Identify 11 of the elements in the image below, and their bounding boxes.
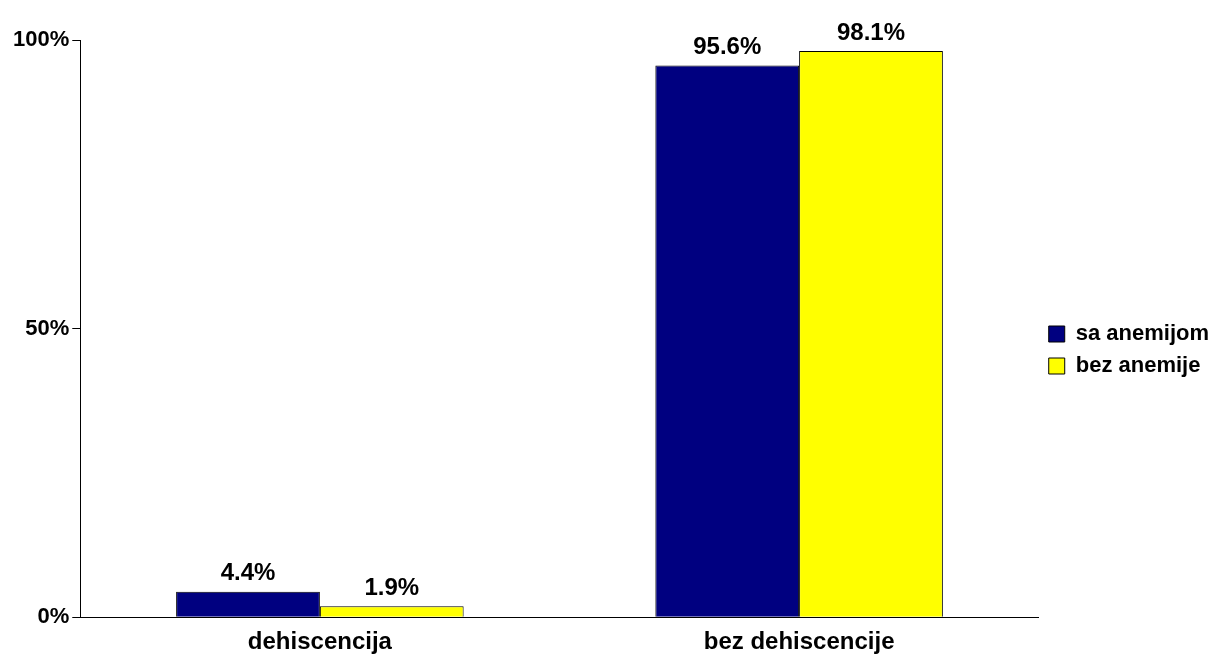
legend-label: sa anemijom [1075, 320, 1209, 346]
y-tick-label: 50% [25, 314, 70, 340]
data-label: 1.9% [364, 572, 420, 600]
data-label: 4.4% [220, 558, 276, 586]
x-tick-label: dehiscencija [247, 627, 393, 655]
y-tick-label: 0% [37, 603, 70, 629]
legend-label: bez anemije [1075, 352, 1201, 378]
data-label: 98.1% [836, 17, 906, 45]
x-tick-label: bez dehiscencije [703, 627, 895, 655]
data-label: 95.6% [693, 32, 762, 60]
y-tick-label: 100% [12, 26, 70, 52]
